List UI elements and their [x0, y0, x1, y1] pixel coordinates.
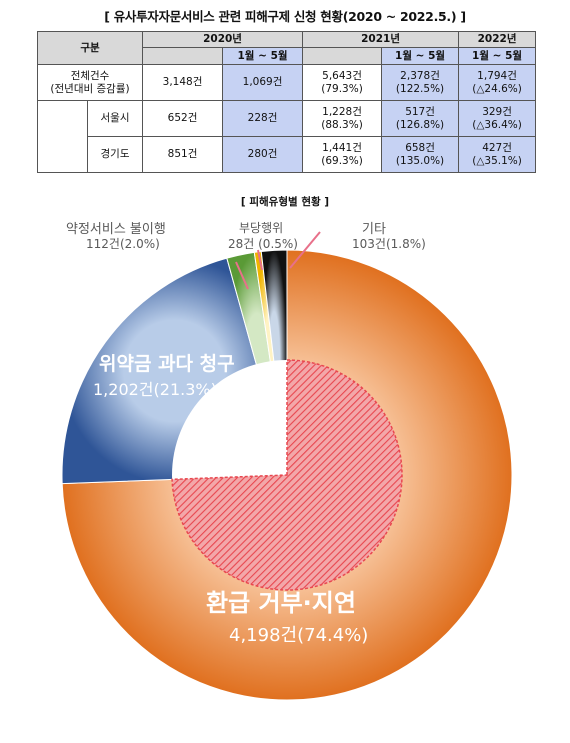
row-label-gyeonggi: 경기도: [86, 136, 144, 173]
slice-name-other: 기타: [362, 222, 386, 237]
slice-value-other: 103건(1.8%): [352, 237, 426, 251]
slice-name-breach: 약정서비스 불이행: [66, 222, 166, 237]
period-header-2022: 1월 ~ 5월: [458, 47, 537, 65]
year-header-2022: 2022년: [458, 31, 537, 48]
cell-gyeonggi-2020-period: 280건: [222, 136, 304, 173]
cell-total-2021-period: 2,378건 (122.5%): [381, 64, 460, 101]
cell-total-2020-period: 1,069건: [222, 64, 304, 101]
slice-value-penalty: 1,202건(21.3%): [93, 380, 217, 399]
slice-value-unfair: 28건 (0.5%): [228, 237, 298, 251]
slice-value-refund: 4,198건(74.4%): [229, 625, 369, 646]
page-title: [ 유사투자자문서비스 관련 피해구제 신청 현황(2020 ~ 2022.5.…: [104, 9, 466, 24]
leader-other: [289, 231, 321, 269]
cell-seoul-2020-period: 228건: [222, 100, 304, 137]
complaint-table: 구분 2020년 2021년 2022년 1월 ~ 5월 1월 ~ 5월 1월 …: [36, 31, 537, 173]
row-label-total: 전체건수 (전년대비 증감률): [36, 64, 144, 101]
slice-value-breach: 112건(2.0%): [86, 237, 160, 251]
chart-title: [ 피해유형별 현황 ]: [240, 196, 330, 208]
cell-total-2021: 5,643건 (79.3%): [302, 64, 383, 101]
cell-gyeonggi-2021: 1,441건 (69.3%): [302, 136, 383, 173]
leader-unfair: [257, 249, 263, 271]
cell-seoul-2022-period: 329건 (△36.4%): [458, 100, 537, 137]
cell-gyeonggi-2022-period: 427건 (△35.1%): [458, 136, 537, 173]
period-header-2020: 1월 ~ 5월: [222, 47, 304, 65]
slice-name-unfair: 부당행위: [239, 221, 284, 235]
slice-name-refund: 환급 거부·지연: [206, 589, 356, 617]
cell-gyeonggi-2021-period: 658건 (135.0%): [381, 136, 460, 173]
slice-refund-highlight: [171, 359, 403, 591]
cell-seoul-2020: 652건: [142, 100, 224, 137]
leader-breach: [235, 261, 249, 290]
year-header-2021: 2021년: [302, 31, 460, 48]
year-header-2020: 2020년: [142, 31, 304, 48]
cell-seoul-2021: 1,228건 (88.3%): [302, 100, 383, 137]
cell-seoul-2021-period: 517건 (126.8%): [381, 100, 460, 137]
slice-name-penalty: 위약금 과다 청구: [99, 353, 235, 375]
